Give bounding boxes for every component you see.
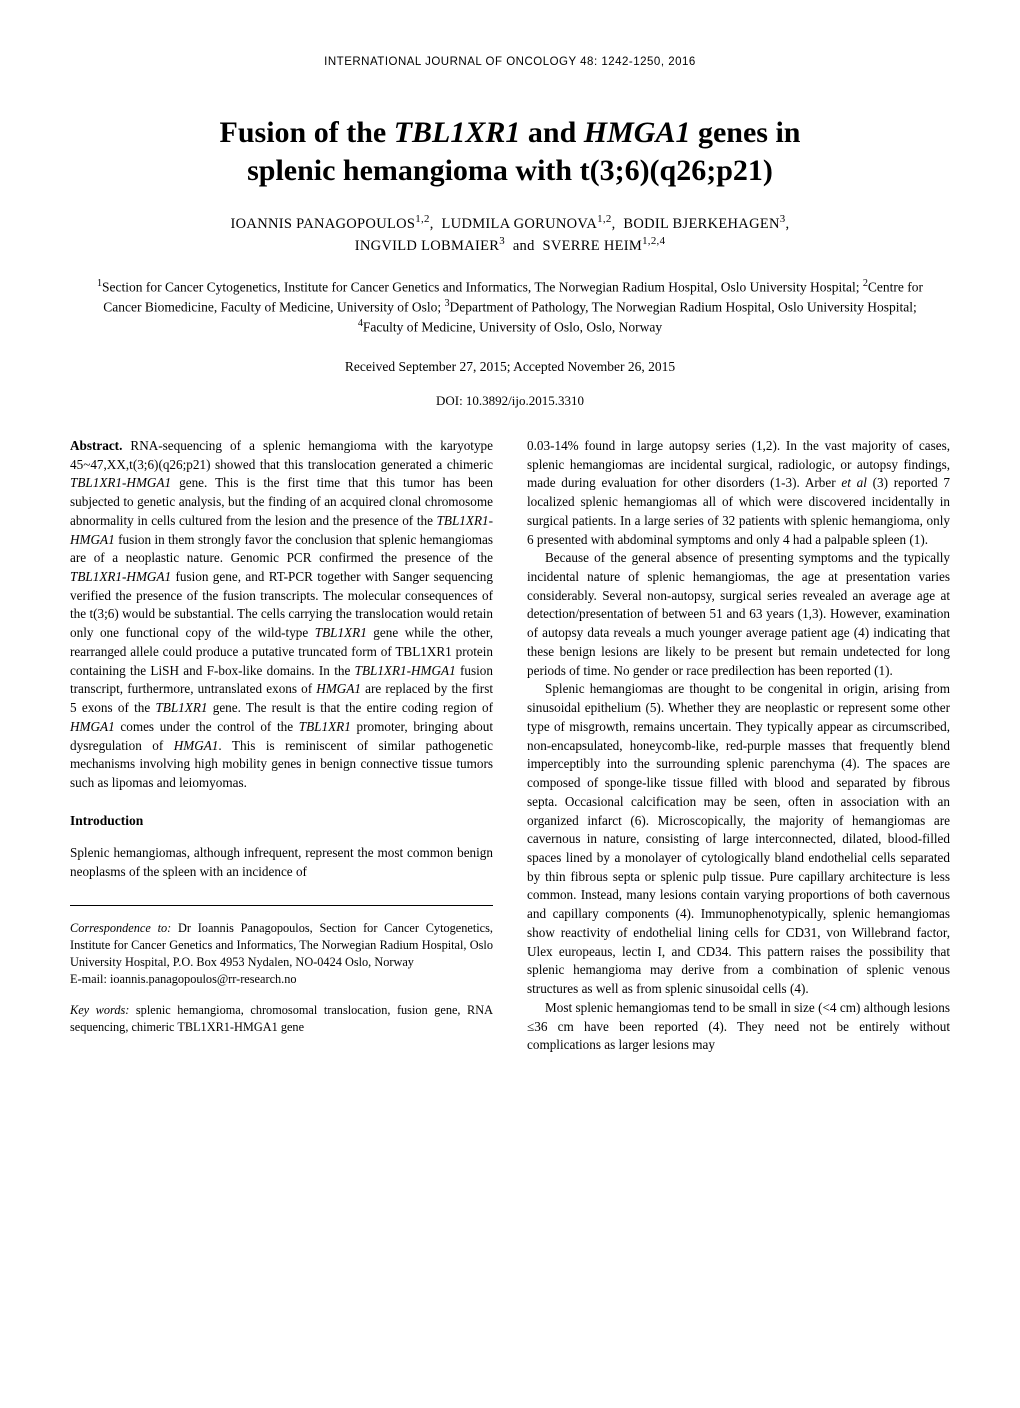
col2-paragraph-3: Splenic hemangiomas are thought to be co… bbox=[527, 680, 950, 998]
abstract-paragraph: Abstract. RNA-sequencing of a splenic he… bbox=[70, 437, 493, 793]
affiliations: 1Section for Cancer Cytogenetics, Instit… bbox=[88, 277, 932, 337]
col2-paragraph-1: 0.03-14% found in large autopsy series (… bbox=[527, 437, 950, 549]
title-line-1: Fusion of the TBL1XR1 and HMGA1 genes in bbox=[220, 116, 801, 149]
correspondence-label: Correspondence to: bbox=[70, 921, 171, 935]
abstract-body: RNA-sequencing of a splenic hemangioma w… bbox=[70, 438, 493, 790]
abstract-label: Abstract. bbox=[70, 438, 122, 453]
correspondence-email: E-mail: ioannis.panagopoulos@rr-research… bbox=[70, 972, 297, 986]
title-line-2: splenic hemangioma with t(3;6)(q26;p21) bbox=[247, 154, 773, 187]
col2-paragraph-4: Most splenic hemangiomas tend to be smal… bbox=[527, 999, 950, 1055]
doi: DOI: 10.3892/ijo.2015.3310 bbox=[70, 393, 950, 409]
introduction-heading: Introduction bbox=[70, 811, 493, 830]
left-column: Abstract. RNA-sequencing of a splenic he… bbox=[70, 437, 493, 1055]
article-title: Fusion of the TBL1XR1 and HMGA1 genes in… bbox=[70, 114, 950, 189]
authors-line-2: INGVILD LOBMAIER3 and SVERRE HEIM1,2,4 bbox=[70, 235, 950, 255]
title-text-1: Fusion of the TBL1XR1 and HMGA1 genes in bbox=[220, 116, 801, 149]
col2-paragraph-2: Because of the general absence of presen… bbox=[527, 549, 950, 680]
intro-paragraph-1: Splenic hemangiomas, although infrequent… bbox=[70, 844, 493, 881]
received-accepted-dates: Received September 27, 2015; Accepted No… bbox=[70, 359, 950, 375]
keywords-body: splenic hemangioma, chromosomal transloc… bbox=[70, 1003, 493, 1034]
journal-header: INTERNATIONAL JOURNAL OF ONCOLOGY 48: 12… bbox=[70, 56, 950, 68]
keywords-label: Key words: bbox=[70, 1003, 129, 1017]
authors-line-1: IOANNIS PANAGOPOULOS1,2, LUDMILA GORUNOV… bbox=[70, 213, 950, 233]
two-column-body: Abstract. RNA-sequencing of a splenic he… bbox=[70, 437, 950, 1055]
right-column: 0.03-14% found in large autopsy series (… bbox=[527, 437, 950, 1055]
correspondence-block: Correspondence to: Dr Ioannis Panagopoul… bbox=[70, 920, 493, 988]
keywords-block: Key words: splenic hemangioma, chromosom… bbox=[70, 1002, 493, 1036]
footer-separator bbox=[70, 905, 493, 906]
